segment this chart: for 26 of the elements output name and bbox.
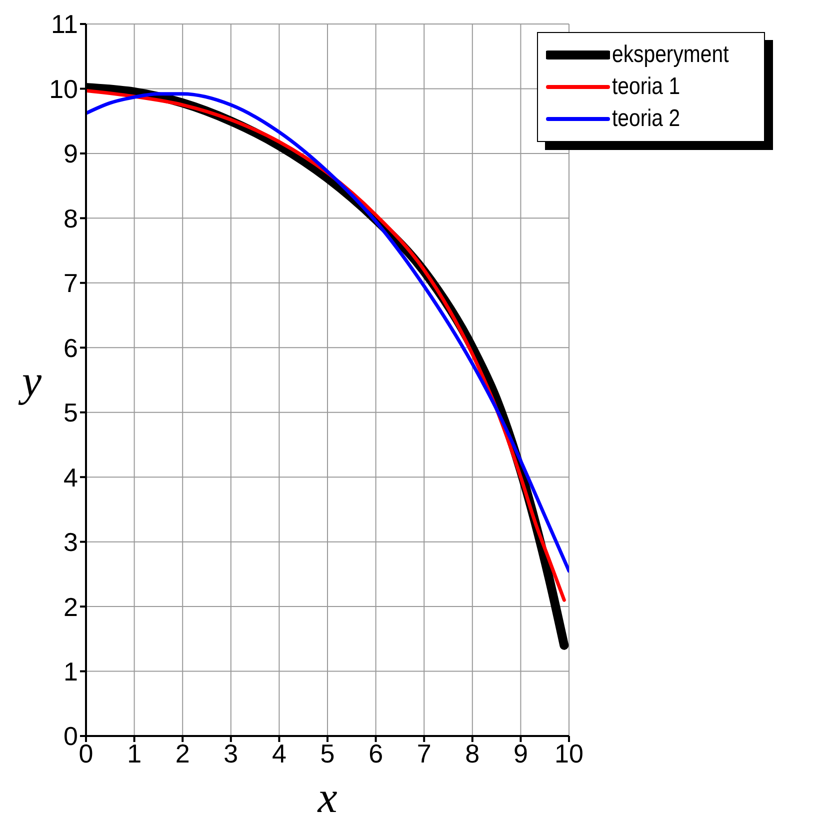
x-axis-title: x [316, 773, 338, 822]
legend-label: teoria 2 [612, 105, 680, 133]
x-tick-label: 5 [320, 738, 335, 768]
x-tick-label: 6 [368, 738, 384, 768]
legend-label: eksperyment [612, 41, 729, 69]
y-tick-label: 1 [64, 656, 78, 687]
x-tick-label: 1 [127, 738, 142, 768]
x-tick-label: 10 [554, 738, 584, 768]
x-tick-label: 4 [272, 738, 286, 768]
x-tick-label: 7 [416, 738, 432, 768]
y-tick-label: 7 [64, 268, 78, 298]
x-tick-label: 2 [175, 738, 190, 768]
y-tick-label: 3 [64, 527, 78, 558]
y-tick-label: 4 [64, 462, 78, 492]
y-tick-label: 6 [64, 332, 78, 363]
y-tick-label: 5 [64, 398, 78, 428]
legend-label: teoria 1 [612, 73, 680, 101]
y-tick-label: 9 [64, 138, 78, 169]
y-tick-label: 11 [51, 9, 78, 40]
y-axis-title: y [18, 356, 42, 406]
y-tick-label: 10 [49, 74, 78, 104]
x-tick-label: 9 [513, 738, 528, 768]
y-tick-label: 8 [64, 203, 78, 234]
x-tick-label: 8 [465, 738, 480, 768]
y-tick-label: 2 [64, 592, 78, 622]
x-tick-label: 3 [224, 738, 238, 768]
